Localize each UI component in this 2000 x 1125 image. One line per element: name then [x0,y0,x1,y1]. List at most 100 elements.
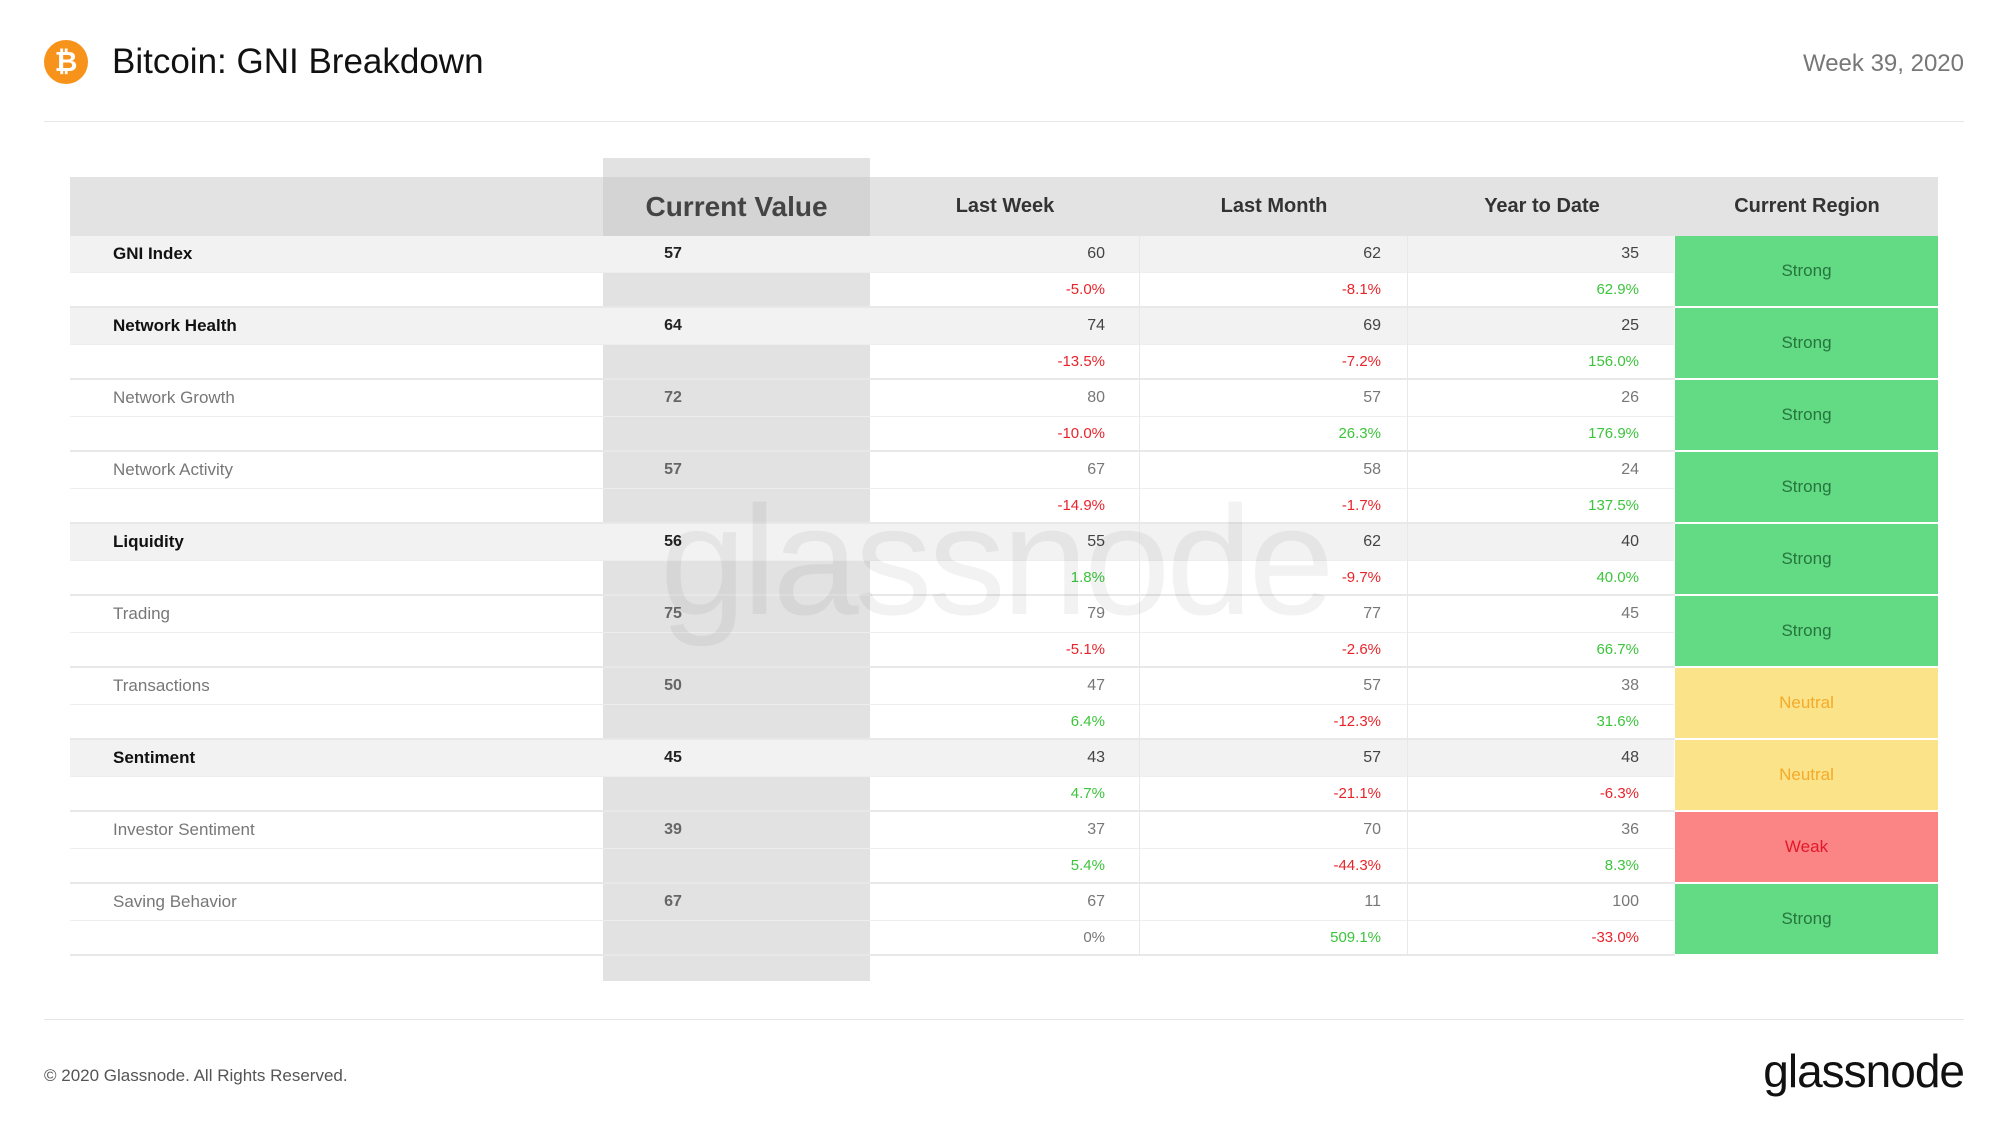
footer-copyright: © 2020 Glassnode. All Rights Reserved. [44,1066,348,1085]
last-month-value: 57 [1363,389,1381,406]
last-week-change: -13.5% [1057,353,1105,370]
region-badge: Neutral [1675,668,1938,740]
row-label: Network Growth [113,388,235,407]
bitcoin-logo-icon: ₿ [44,40,88,84]
ytd-change: 137.5% [1588,497,1639,514]
current-value: 64 [664,317,682,334]
last-month-change: 509.1% [1330,929,1381,946]
current-value: 57 [664,245,682,262]
column-divider [1139,812,1140,884]
ytd-value: 100 [1612,893,1639,910]
ytd-change: 66.7% [1596,641,1639,658]
glassnode-logo[interactable]: glassnode [1763,1045,1965,1097]
table-row: Transactions 50 47 6.4% 57 -12.3% 38 31.6% Neutr… [70,668,1938,740]
last-week-value: 55 [1087,533,1105,550]
row-label: Network Health [113,316,237,335]
column-divider [1139,884,1140,956]
table-row: Trading 75 79 -5.1% 77 -2.6% 45 66.7% Strong [70,596,1938,668]
current-value: 67 [664,893,682,910]
column-divider [1407,740,1408,812]
table-row: Saving Behavior 67 67 0% 11 509.1% 100 -33.0% St… [70,884,1938,956]
table-row: Network Health 64 74 -13.5% 69 -7.2% 25 156.0% S… [70,308,1938,380]
ytd-value: 24 [1621,461,1639,478]
last-month-value: 62 [1363,245,1381,262]
ytd-value: 48 [1621,749,1639,766]
gni-breakdown-table: Current Value Last Week Last Month Year … [70,177,1938,956]
column-divider [1139,308,1140,380]
current-value: 72 [664,389,682,406]
row-value-line [70,884,1674,920]
last-month-value: 58 [1363,461,1381,478]
ytd-value: 25 [1621,317,1639,334]
current-value: 57 [664,461,682,478]
column-divider [1407,452,1408,524]
last-week-change: -5.1% [1065,641,1105,658]
column-header-current-value: Current Value [603,177,870,236]
region-badge: Strong [1675,524,1938,596]
last-week-value: 74 [1087,317,1105,334]
current-value-column-band [603,158,870,981]
table-row: Liquidity 56 55 1.8% 62 -9.7% 40 40.0% Strong [70,524,1938,596]
row-value-line [70,236,1674,272]
ytd-change: 156.0% [1588,353,1639,370]
table-row: GNI Index 57 60 -5.0% 62 -8.1% 35 62.9% Strong [70,236,1938,308]
table-row: Network Growth 72 80 -10.0% 57 26.3% 26 176.9% S… [70,380,1938,452]
last-week-value: 67 [1087,461,1105,478]
last-week-value: 80 [1087,389,1105,406]
column-divider [1407,380,1408,452]
column-divider [1139,524,1140,596]
last-week-change: -5.0% [1065,281,1105,298]
last-week-change: -14.9% [1057,497,1105,514]
ytd-value: 36 [1621,821,1639,838]
region-badge: Strong [1675,308,1938,380]
row-value-line [70,812,1674,848]
last-month-value: 11 [1364,893,1381,910]
ytd-value: 45 [1621,605,1639,622]
ytd-change: 8.3% [1604,857,1639,874]
column-divider [1407,668,1408,740]
footer-divider [44,1019,1964,1020]
ytd-change: 31.6% [1596,713,1639,730]
last-month-change: -9.7% [1341,569,1381,586]
column-divider [1139,380,1140,452]
row-value-line [70,740,1674,776]
column-divider [1407,812,1408,884]
page-title: Bitcoin: GNI Breakdown [112,42,484,81]
row-label: GNI Index [113,244,193,263]
last-week-change: 0% [1083,929,1105,946]
row-label: Transactions [113,676,210,695]
last-month-value: 57 [1363,677,1381,694]
column-divider [1407,884,1408,956]
last-month-change: -44.3% [1333,857,1381,874]
last-month-change: -8.1% [1341,281,1381,298]
column-divider [1139,668,1140,740]
row-label: Trading [113,604,171,623]
row-value-line [70,668,1674,704]
table-row: Network Activity 57 67 -14.9% 58 -1.7% 24 137.5… [70,452,1938,524]
last-month-change: -7.2% [1341,353,1381,370]
ytd-value: 40 [1621,533,1639,550]
last-week-change: -10.0% [1057,425,1105,442]
last-month-value: 77 [1363,605,1381,622]
table-row: Investor Sentiment 39 37 5.4% 70 -44.3% 36 8.3%… [70,812,1938,884]
row-change-line [70,344,1674,380]
column-divider [1139,740,1140,812]
last-month-change: -1.7% [1341,497,1381,514]
row-value-line [70,452,1674,488]
last-week-value: 79 [1087,605,1105,622]
last-week-change: 4.7% [1070,785,1105,802]
row-change-line [70,776,1674,812]
last-month-change: 26.3% [1338,425,1381,442]
last-month-change: -12.3% [1333,713,1381,730]
column-header-year-to-date: Year to Date [1484,195,1600,217]
row-value-line [70,596,1674,632]
region-badge: Strong [1675,596,1938,668]
table-header: Current Value Last Week Last Month Year … [70,177,1938,236]
current-value: 56 [664,533,682,550]
row-value-line [70,380,1674,416]
row-value-line [70,524,1674,560]
ytd-change: 40.0% [1596,569,1639,586]
row-change-line [70,560,1674,596]
ytd-change: -6.3% [1599,785,1639,802]
column-divider [1407,236,1408,308]
